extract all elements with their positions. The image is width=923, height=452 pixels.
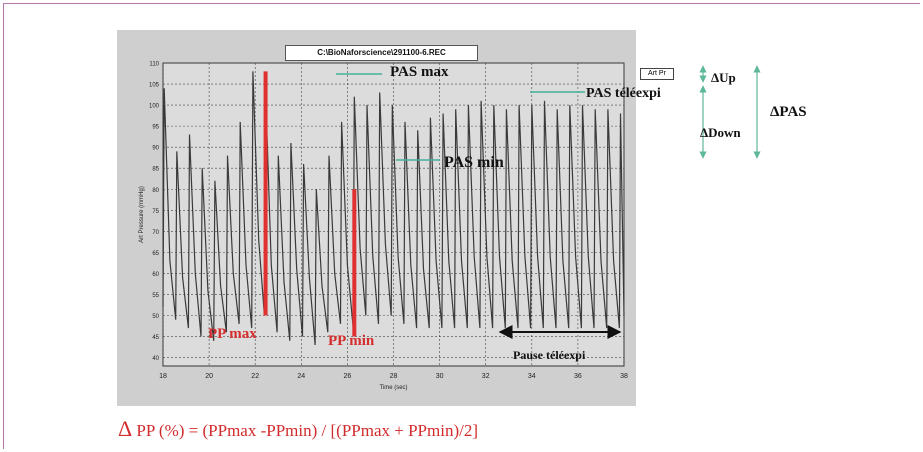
pp-min-label: PP min bbox=[328, 333, 375, 349]
slide-frame bbox=[3, 3, 920, 449]
y-tick-label: 50 bbox=[152, 314, 159, 320]
delta-down-label: ΔDown bbox=[700, 125, 741, 140]
x-tick-label: 34 bbox=[528, 373, 536, 380]
y-tick-label: 45 bbox=[152, 335, 159, 341]
x-tick-label: 26 bbox=[344, 373, 352, 380]
pas-min-label: PAS min bbox=[444, 154, 504, 171]
delta-up-label: ΔUp bbox=[711, 70, 736, 85]
y-tick-label: 40 bbox=[152, 356, 159, 362]
y-axis-title: Art Pressure (mmHg) bbox=[139, 186, 145, 243]
y-tick-label: 110 bbox=[149, 62, 159, 68]
y-tick-label: 95 bbox=[152, 125, 159, 131]
delta-symbol: Δ bbox=[118, 416, 133, 441]
pas-max-label: PAS max bbox=[390, 64, 449, 80]
y-tick-label: 85 bbox=[152, 167, 159, 173]
x-tick-label: 22 bbox=[251, 373, 259, 380]
x-tick-label: 28 bbox=[390, 373, 398, 380]
file-title-bar: C:\BioNaforscience\291100-6.REC bbox=[285, 45, 478, 61]
delta-pp-formula: Δ PP (%) = (PPmax -PPmin) / [(PPmax + PP… bbox=[118, 416, 478, 442]
y-tick-label: 60 bbox=[152, 272, 159, 278]
y-tick-label: 65 bbox=[152, 251, 159, 257]
y-tick-label: 70 bbox=[152, 230, 159, 236]
y-tick-label: 75 bbox=[152, 209, 159, 215]
y-tick-label: 100 bbox=[149, 104, 160, 110]
x-tick-label: 20 bbox=[205, 373, 213, 380]
y-tick-label: 80 bbox=[152, 188, 159, 194]
pp-max-label: PP max bbox=[208, 326, 257, 342]
x-tick-label: 18 bbox=[159, 373, 167, 380]
x-axis-title: Time (sec) bbox=[379, 385, 407, 391]
x-tick-label: 32 bbox=[482, 373, 490, 380]
x-tick-label: 30 bbox=[436, 373, 444, 380]
pause-teleexpi-label: Pause téléexpi bbox=[513, 348, 586, 362]
legend-box: Art Pr bbox=[640, 68, 674, 80]
x-tick-label: 36 bbox=[574, 373, 582, 380]
x-tick-label: 24 bbox=[297, 373, 305, 380]
formula-text: PP (%) = (PPmax -PPmin) / [(PPmax + PPmi… bbox=[132, 421, 478, 440]
pas-teleexpi-label: PAS téléexpi bbox=[586, 86, 661, 101]
y-tick-label: 55 bbox=[152, 293, 159, 299]
y-tick-label: 105 bbox=[149, 83, 160, 89]
y-tick-label: 90 bbox=[152, 146, 159, 152]
series-line bbox=[162, 71, 625, 346]
delta-pas-label: ΔPAS bbox=[770, 104, 807, 120]
x-tick-label: 38 bbox=[620, 373, 628, 380]
